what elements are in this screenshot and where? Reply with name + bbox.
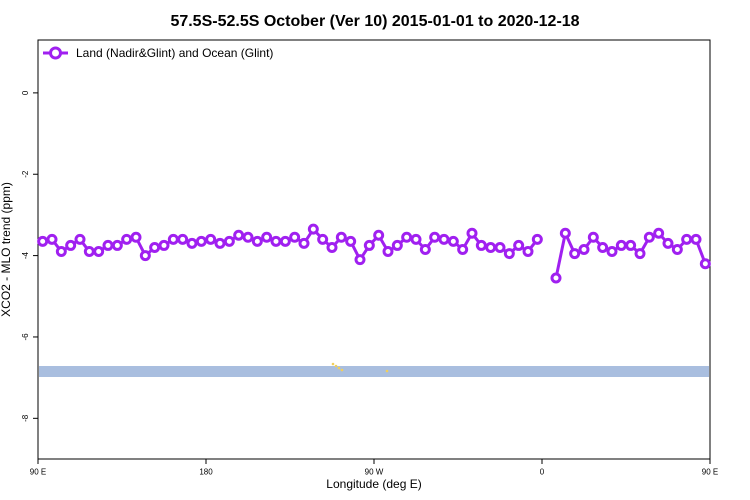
x-tick-label: 90 E bbox=[702, 468, 718, 477]
data-point bbox=[205, 233, 217, 245]
data-point bbox=[121, 233, 133, 245]
data-point bbox=[643, 231, 655, 243]
x-tick-label: 90 E bbox=[30, 468, 46, 477]
data-point bbox=[401, 231, 413, 243]
data-point bbox=[550, 272, 562, 284]
y-tick-label: -8 bbox=[21, 414, 30, 422]
data-point bbox=[279, 235, 291, 247]
data-point bbox=[195, 235, 207, 247]
data-point bbox=[606, 246, 618, 258]
data-point bbox=[55, 246, 67, 258]
data-point bbox=[167, 233, 179, 245]
x-axis-ticks: 90 E 180 90 W 0 90 E bbox=[30, 459, 718, 477]
data-point bbox=[587, 231, 599, 243]
data-point bbox=[177, 233, 189, 245]
data-point bbox=[597, 241, 609, 253]
data-point bbox=[382, 246, 394, 258]
legend-marker bbox=[49, 46, 62, 60]
data-point bbox=[186, 237, 198, 249]
data-point bbox=[345, 235, 357, 247]
y-tick-label: -2 bbox=[21, 170, 30, 178]
data-point bbox=[373, 229, 385, 241]
data-point bbox=[270, 235, 282, 247]
data-point bbox=[503, 248, 515, 260]
data-point bbox=[494, 241, 506, 253]
data-point bbox=[307, 223, 319, 235]
data-point bbox=[251, 235, 263, 247]
data-point bbox=[139, 250, 151, 262]
data-point bbox=[391, 239, 403, 251]
data-point bbox=[102, 239, 114, 251]
x-axis-label: Longitude (deg E) bbox=[326, 477, 421, 491]
data-point bbox=[93, 246, 105, 258]
data-point bbox=[233, 229, 245, 241]
data-point bbox=[261, 231, 273, 243]
data-point bbox=[653, 227, 665, 239]
x-tick-label: 180 bbox=[199, 468, 213, 477]
data-point bbox=[531, 233, 543, 245]
data-point bbox=[363, 239, 375, 251]
x-tick-label: 0 bbox=[540, 468, 545, 477]
data-point bbox=[634, 248, 646, 260]
data-point bbox=[317, 233, 329, 245]
data-point bbox=[466, 227, 478, 239]
data-point bbox=[335, 231, 347, 243]
data-point bbox=[37, 235, 49, 247]
data-point bbox=[298, 237, 310, 249]
x-tick-label: 90 W bbox=[365, 468, 384, 477]
data-point bbox=[354, 254, 366, 266]
land-speck bbox=[337, 366, 341, 370]
y-axis-label: XCO2 - MLO trend (ppm) bbox=[0, 182, 13, 317]
data-point bbox=[410, 233, 422, 245]
y-tick-label: -4 bbox=[21, 252, 30, 260]
land-speck bbox=[385, 369, 389, 373]
y-tick-label: 0 bbox=[21, 90, 30, 95]
data-point bbox=[699, 258, 711, 270]
data-point bbox=[671, 244, 683, 255]
data-point bbox=[578, 244, 590, 255]
land-speck bbox=[331, 362, 335, 366]
y-axis-ticks: 0 -2 -4 -6 -8 bbox=[21, 90, 38, 422]
data-point bbox=[223, 235, 235, 247]
legend: Land (Nadir&Glint) and Ocean (Glint) bbox=[43, 46, 273, 60]
data-point bbox=[429, 231, 441, 243]
data-point bbox=[83, 246, 95, 258]
data-point bbox=[522, 246, 534, 258]
chart-title: 57.5S-52.5S October (Ver 10) 2015-01-01 … bbox=[170, 13, 579, 30]
data-point bbox=[158, 239, 170, 251]
data-point bbox=[681, 233, 693, 245]
data-point bbox=[130, 231, 142, 243]
data-point bbox=[457, 244, 469, 255]
land-strip bbox=[39, 362, 709, 377]
series-layer bbox=[37, 223, 711, 284]
data-point bbox=[326, 241, 338, 253]
data-point bbox=[419, 244, 431, 255]
data-point bbox=[46, 233, 58, 245]
data-point bbox=[615, 239, 627, 251]
legend-label: Land (Nadir&Glint) and Ocean (Glint) bbox=[76, 46, 273, 60]
data-point bbox=[242, 231, 254, 243]
data-point bbox=[662, 237, 674, 249]
data-point bbox=[111, 239, 123, 251]
y-tick-label: -6 bbox=[21, 333, 30, 341]
data-point bbox=[438, 233, 450, 245]
data-point bbox=[625, 239, 637, 251]
ocean-band bbox=[39, 366, 709, 377]
data-point bbox=[690, 233, 702, 245]
land-speck bbox=[340, 368, 344, 372]
data-point bbox=[214, 237, 226, 249]
data-point bbox=[559, 227, 571, 239]
data-point bbox=[447, 235, 459, 247]
data-point bbox=[569, 248, 581, 260]
data-point bbox=[65, 239, 77, 251]
data-point bbox=[475, 239, 487, 251]
land-speck bbox=[334, 364, 338, 368]
data-point bbox=[289, 231, 301, 243]
data-point bbox=[513, 239, 525, 251]
data-point bbox=[74, 233, 86, 245]
data-point bbox=[149, 241, 161, 253]
data-point bbox=[485, 241, 497, 253]
